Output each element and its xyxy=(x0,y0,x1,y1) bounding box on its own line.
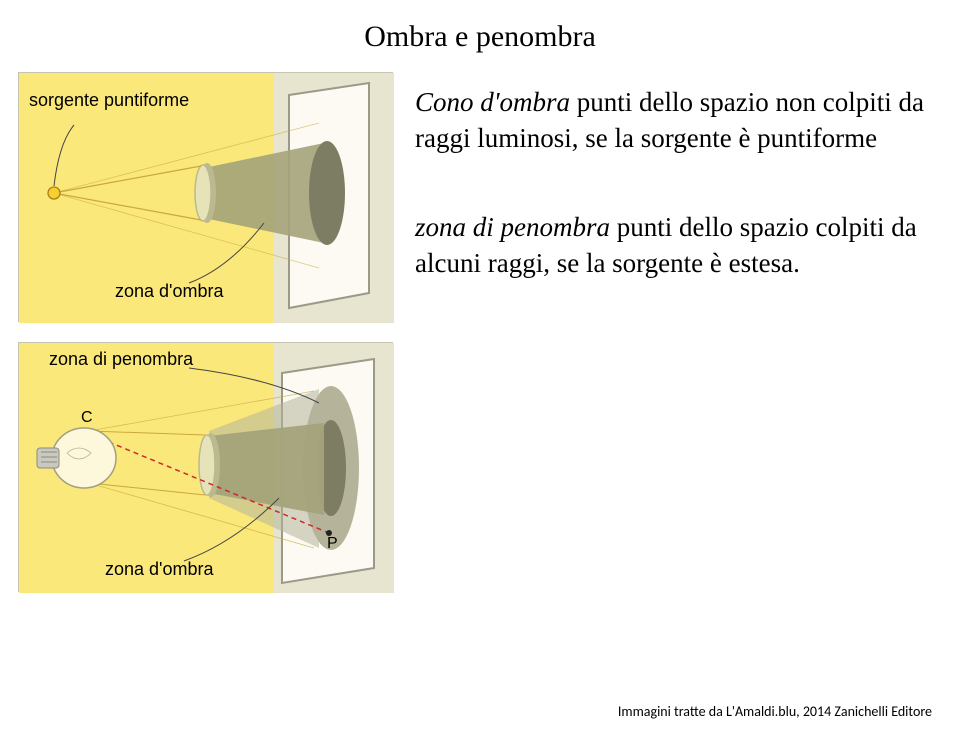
label-point-c: C xyxy=(81,409,93,427)
figures-column: sorgente puntiforme zona d'ombra xyxy=(18,72,393,592)
text-column: Cono d'ombra punti dello spazio non colp… xyxy=(393,72,942,592)
label-zona-ombra-1: zona d'ombra xyxy=(115,281,224,302)
paragraph-cono-ombra: Cono d'ombra punti dello spazio non colp… xyxy=(415,84,942,157)
label-zona-penombra: zona di penombra xyxy=(49,349,193,370)
label-point-p: P xyxy=(327,535,338,553)
figure-point-source: sorgente puntiforme zona d'ombra xyxy=(18,72,393,322)
content-row: sorgente puntiforme zona d'ombra xyxy=(0,72,960,592)
paragraph-zona-penombra: zona di penombra punti dello spazio colp… xyxy=(415,209,942,282)
page-title: Ombra e penombra xyxy=(0,20,960,54)
label-sorgente-puntiforme: sorgente puntiforme xyxy=(29,91,189,111)
image-credit: Immagini tratte da L'Amaldi.blu, 2014 Za… xyxy=(618,703,932,720)
figure-extended-source: zona di penombra zona d'ombra C P xyxy=(18,342,393,592)
label-zona-ombra-2: zona d'ombra xyxy=(105,559,214,580)
term-cono-ombra: Cono d'ombra xyxy=(415,87,570,117)
term-zona-penombra: zona di penombra xyxy=(415,212,610,242)
figure2-svg xyxy=(19,343,394,593)
